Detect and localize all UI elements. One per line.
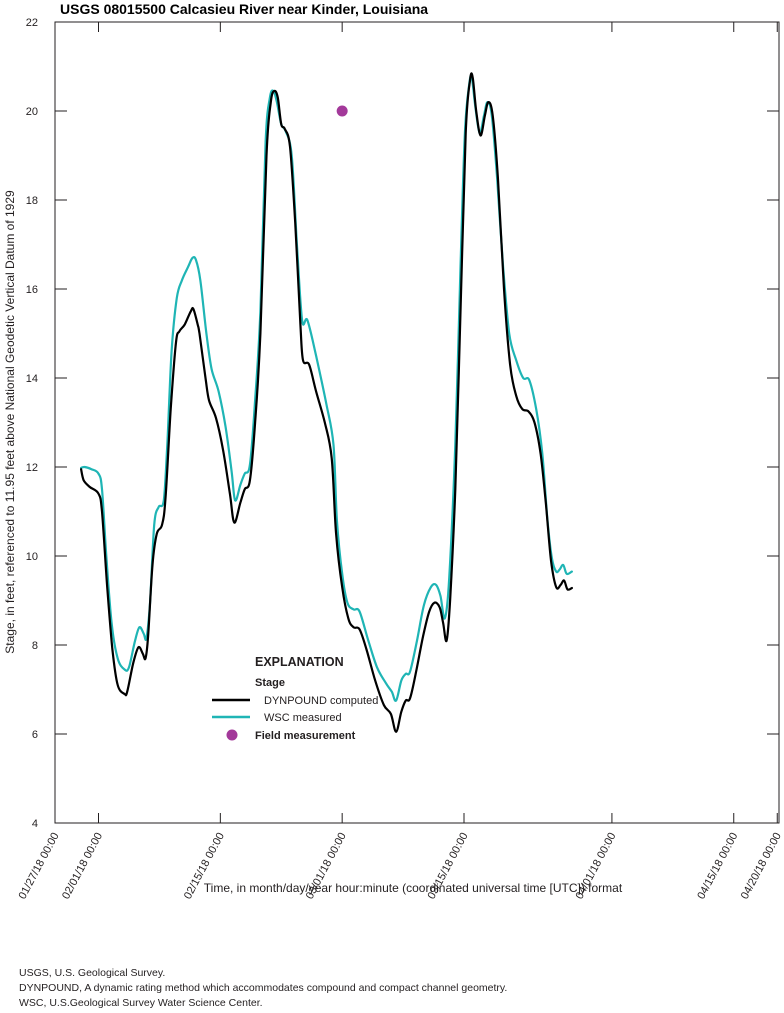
x-tick-label: 04/20/18 00:00 [739, 831, 784, 901]
footnotes: USGS, U.S. Geological Survey. DYNPOUND, … [19, 966, 507, 1011]
legend-dynpound-label: DYNPOUND computed [264, 695, 378, 707]
y-tick-label: 16 [26, 284, 38, 296]
y-axis-label: Stage, in feet, referenced to 11.95 feet… [3, 190, 17, 654]
y-tick-label: 10 [26, 551, 38, 563]
series-layer [80, 72, 573, 733]
field-measurement-marker [336, 105, 348, 117]
y-tick-label: 8 [32, 640, 38, 652]
x-tick-label: 04/15/18 00:00 [695, 831, 740, 901]
dynpound-computed-line [80, 72, 573, 733]
x-axis-label: Time, in month/day/year hour:minute (coo… [204, 881, 623, 895]
footnote-wsc: WSC, U.S.Geological Survey Water Science… [19, 997, 263, 1009]
plot-frame [54, 21, 780, 824]
legend-group-label: Stage [255, 677, 285, 689]
footnote-dynpound: DYNPOUND, A dynamic rating method which … [19, 982, 508, 994]
chart-title: USGS 08015500 Calcasieu River near Kinde… [60, 1, 428, 17]
y-tick-label: 22 [26, 17, 38, 29]
footnote-usgs: USGS, U.S. Geological Survey. [19, 967, 166, 979]
y-tick-label: 12 [26, 462, 38, 474]
legend: EXPLANATION Stage DYNPOUND computed WSC … [212, 655, 378, 742]
y-tick-label: 4 [32, 818, 38, 830]
x-tick-label: 01/27/18 00:00 [17, 831, 62, 901]
x-tick-label: 02/01/18 00:00 [60, 831, 105, 901]
legend-title: EXPLANATION [255, 655, 344, 669]
legend-field-measurement-label: Field measurement [255, 730, 356, 742]
y-axis: 4 6 8 10 12 14 16 18 20 22 [26, 17, 779, 830]
y-tick-label: 18 [26, 195, 38, 207]
y-tick-label: 20 [26, 106, 38, 118]
field-measurements [336, 105, 348, 117]
legend-wsc-label: WSC measured [264, 712, 342, 724]
legend-field-measurement-marker [226, 729, 238, 741]
y-tick-label: 14 [26, 373, 38, 385]
y-tick-label: 6 [32, 729, 38, 741]
